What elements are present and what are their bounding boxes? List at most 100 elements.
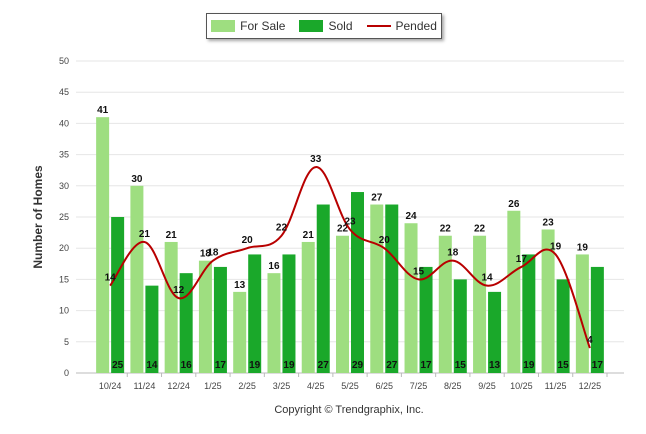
data-label-pended: 20 [379, 235, 391, 246]
y-tick-label: 30 [59, 181, 69, 191]
data-label-pended: 21 [139, 229, 151, 240]
data-label-for-sale: 26 [508, 199, 520, 210]
pended-line [109, 166, 591, 349]
bar-sold [248, 254, 262, 373]
y-tick-label: 40 [59, 118, 69, 128]
data-label-sold: 29 [352, 360, 364, 371]
legend-label-for-sale: For Sale [240, 19, 286, 33]
copyright-text: Copyright © Trendgraphix, Inc. [274, 404, 423, 416]
data-label-pended: 14 [105, 273, 117, 284]
bar-for-sale [541, 229, 555, 373]
legend-swatch-for-sale [211, 20, 236, 32]
bar-for-sale [233, 291, 247, 373]
bar-for-sale [370, 204, 384, 373]
data-label-sold: 25 [112, 360, 124, 371]
legend-swatch-pended [366, 25, 391, 27]
data-label-for-sale: 27 [371, 193, 383, 204]
y-tick-label: 35 [59, 150, 69, 160]
data-label-pended: 17 [516, 254, 528, 265]
x-tick-label: 10/25 [510, 381, 533, 391]
bar-for-sale [198, 260, 212, 373]
data-label-pended: 4 [587, 335, 593, 346]
bar-for-sale [130, 185, 144, 373]
y-tick-label: 25 [59, 212, 69, 222]
data-label-pended: 14 [482, 273, 494, 284]
y-tick-label: 20 [59, 243, 69, 253]
x-tick-label: 9/25 [478, 381, 496, 391]
y-tick-label: 15 [59, 274, 69, 284]
x-tick-label: 4/25 [307, 381, 325, 391]
x-tick-label: 8/25 [444, 381, 462, 391]
x-tick-label: 12/24 [167, 381, 190, 391]
data-label-pended: 18 [447, 248, 459, 259]
data-label-for-sale: 30 [131, 174, 143, 185]
data-label-sold: 15 [455, 360, 467, 371]
x-tick-label: 11/25 [545, 381, 567, 391]
data-label-for-sale: 19 [577, 242, 589, 253]
data-label-sold: 27 [318, 360, 330, 371]
data-label-sold: 17 [215, 360, 227, 371]
data-label-for-sale: 23 [543, 217, 555, 228]
bar-sold [316, 204, 330, 373]
x-tick-label: 11/24 [133, 381, 155, 391]
x-tick-label: 3/25 [273, 381, 291, 391]
bar-sold [385, 204, 399, 373]
bar-sold [556, 279, 570, 373]
x-tick-label: 2/25 [238, 381, 256, 391]
data-label-sold: 19 [283, 360, 295, 371]
data-label-for-sale: 18 [200, 249, 212, 260]
data-label-sold: 19 [249, 360, 261, 371]
data-label-pended: 20 [242, 235, 254, 246]
legend-item-for-sale[interactable]: For Sale [211, 19, 285, 33]
data-label-sold: 13 [489, 360, 501, 371]
data-label-for-sale: 41 [97, 105, 109, 116]
bar-sold [488, 291, 502, 373]
x-tick-label: 12/25 [579, 381, 602, 391]
bar-for-sale [507, 210, 521, 373]
data-label-sold: 14 [146, 360, 158, 371]
bar-for-sale [404, 223, 418, 373]
bar-sold [145, 285, 159, 373]
bar-for-sale [575, 254, 589, 373]
x-tick-label: 10/24 [99, 381, 122, 391]
data-label-pended: 33 [310, 154, 322, 165]
data-label-for-sale: 22 [474, 224, 486, 235]
data-label-pended: 22 [276, 223, 288, 234]
data-label-sold: 19 [523, 360, 535, 371]
y-tick-label: 45 [59, 87, 69, 97]
bar-sold [111, 217, 125, 373]
bar-sold [590, 266, 604, 373]
y-tick-label: 10 [59, 306, 69, 316]
bar-for-sale [438, 235, 452, 373]
legend-label-pended: Pended [395, 19, 437, 33]
legend-label-sold: Sold [328, 19, 353, 33]
bar-for-sale [164, 241, 178, 373]
bar-sold [213, 266, 227, 373]
legend: For Sale Sold Pended [206, 13, 442, 39]
bar-for-sale [301, 241, 315, 373]
data-label-sold: 15 [558, 360, 570, 371]
legend-swatch-sold [299, 20, 324, 32]
y-tick-label: 5 [64, 337, 69, 347]
bar-for-sale [267, 273, 281, 373]
data-label-pended: 12 [173, 285, 185, 296]
legend-item-pended[interactable]: Pended [366, 19, 437, 33]
y-tick-label: 50 [59, 56, 69, 66]
bar-sold [419, 266, 433, 373]
data-label-sold: 27 [386, 360, 398, 371]
data-label-for-sale: 21 [166, 230, 178, 241]
y-axis-title: Number of Homes [31, 165, 45, 269]
data-label-for-sale: 16 [268, 261, 280, 272]
x-tick-label: 6/25 [376, 381, 394, 391]
bar-for-sale [336, 235, 349, 373]
data-label-pended: 19 [550, 241, 562, 252]
legend-item-sold[interactable]: Sold [299, 19, 353, 33]
data-label-sold: 17 [592, 360, 604, 371]
x-tick-label: 1/25 [204, 381, 222, 391]
data-label-for-sale: 22 [440, 224, 452, 235]
data-label-sold: 16 [181, 360, 193, 371]
data-label-pended: 23 [344, 216, 356, 227]
data-label-for-sale: 21 [303, 230, 315, 241]
bar-for-sale [473, 235, 487, 373]
